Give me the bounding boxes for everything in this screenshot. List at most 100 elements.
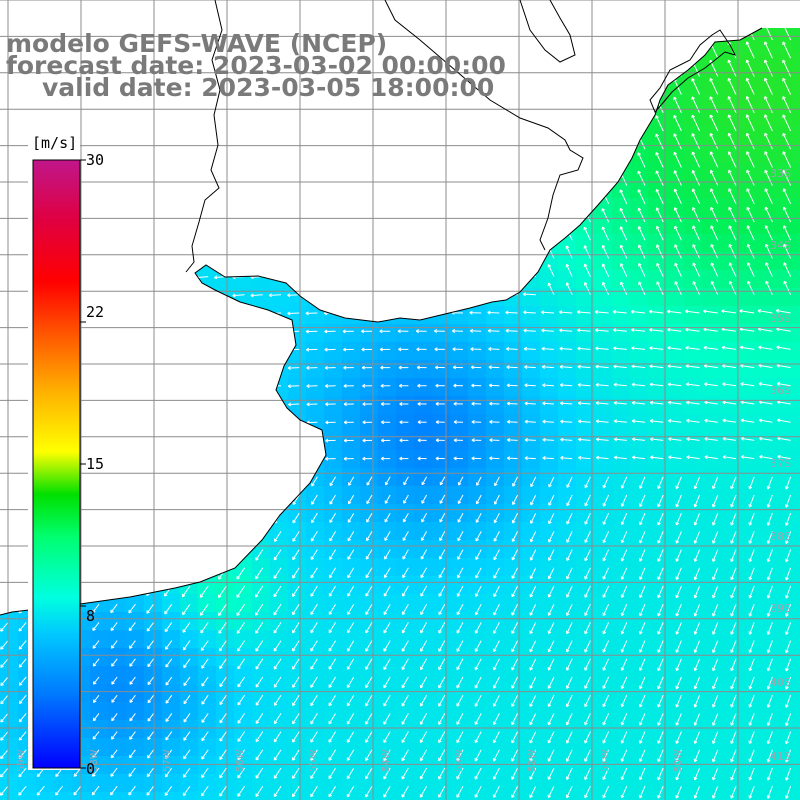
wind-speed-cell bbox=[702, 702, 721, 721]
wind-arrow bbox=[703, 310, 718, 314]
wind-arrow bbox=[511, 622, 519, 634]
wind-arrow-head bbox=[783, 280, 788, 285]
wind-arrow bbox=[476, 494, 482, 505]
wind-arrow-head bbox=[343, 347, 347, 352]
wind-speed-cell bbox=[774, 720, 793, 739]
wind-arrow-head bbox=[559, 346, 563, 351]
wind-speed-cell bbox=[306, 630, 325, 649]
wind-arrow-head bbox=[255, 612, 259, 616]
wind-arrow bbox=[674, 244, 682, 259]
wind-arrow-head bbox=[704, 400, 708, 405]
wind-speed-cell bbox=[468, 522, 487, 541]
wind-arrow-head bbox=[730, 631, 734, 635]
wind-arrow-head bbox=[347, 593, 351, 597]
wind-arrow bbox=[710, 225, 719, 241]
wind-arrow-head bbox=[474, 630, 479, 634]
wind-arrow bbox=[512, 512, 519, 524]
wind-arrow-head bbox=[325, 402, 329, 407]
wind-speed-cell bbox=[774, 342, 793, 361]
wind-speed-cell bbox=[450, 684, 469, 703]
wind-arrow bbox=[631, 365, 646, 369]
wind-speed-cell bbox=[180, 648, 199, 667]
wind-arrow-head bbox=[782, 169, 787, 174]
wind-arrow bbox=[785, 604, 792, 617]
wind-arrow-head bbox=[631, 419, 636, 424]
wind-arrow bbox=[92, 640, 100, 649]
wind-speed-cell bbox=[648, 594, 667, 613]
wind-speed-cell bbox=[666, 612, 685, 631]
wind-arrow bbox=[384, 531, 391, 541]
wind-arrow-head bbox=[709, 114, 714, 119]
wind-speed-cell bbox=[666, 270, 685, 289]
wind-arrow-head bbox=[655, 188, 660, 193]
wind-speed-cell bbox=[720, 288, 739, 307]
wind-arrow bbox=[694, 476, 701, 489]
wind-arrow-head bbox=[765, 280, 769, 285]
wind-speed-cell bbox=[90, 720, 109, 739]
wind-arrow-head bbox=[596, 455, 600, 460]
wind-speed-cell bbox=[216, 720, 235, 739]
wind-arrow-head bbox=[324, 384, 329, 388]
wind-arrow bbox=[566, 585, 573, 598]
wind-arrow bbox=[365, 585, 373, 597]
wind-arrow-head bbox=[110, 645, 115, 649]
wind-speed-cell bbox=[252, 792, 271, 800]
wind-arrow-head bbox=[740, 400, 744, 405]
wind-speed-cell bbox=[576, 270, 595, 289]
wind-speed-cell bbox=[288, 756, 307, 775]
wind-arrow bbox=[577, 366, 591, 369]
wind-arrow bbox=[631, 383, 646, 387]
wind-speed-cell bbox=[324, 720, 343, 739]
wind-arrow bbox=[200, 603, 209, 616]
wind-arrow-head bbox=[329, 537, 333, 542]
wind-speed-cell bbox=[270, 594, 289, 613]
wind-arrow-head bbox=[685, 382, 690, 387]
wind-speed-cell bbox=[432, 360, 451, 379]
wind-speed-cell bbox=[594, 504, 613, 523]
wind-arrow-head bbox=[686, 400, 690, 405]
wind-arrow bbox=[329, 476, 337, 486]
wind-arrow bbox=[146, 603, 155, 614]
wind-speed-cell bbox=[0, 738, 19, 757]
wind-arrow bbox=[493, 549, 500, 560]
wind-arrow bbox=[310, 622, 318, 634]
wind-arrow bbox=[92, 603, 100, 613]
wind-speed-cell bbox=[576, 666, 595, 685]
wind-arrow-head bbox=[727, 114, 732, 118]
wind-speed-cell bbox=[756, 28, 775, 37]
wind-speed-cell bbox=[378, 666, 397, 685]
wind-speed-cell bbox=[612, 738, 631, 757]
wind-arrow-head bbox=[474, 593, 479, 597]
wind-speed-cell bbox=[540, 504, 559, 523]
wind-arrow bbox=[758, 328, 773, 332]
wind-arrow bbox=[595, 329, 609, 332]
wind-arrow-head bbox=[657, 612, 661, 617]
wind-speed-cell bbox=[90, 738, 109, 757]
wind-arrow-head bbox=[757, 309, 761, 313]
wind-speed-cell bbox=[270, 666, 289, 685]
wind-arrow-head bbox=[329, 519, 333, 523]
wind-arrow-head bbox=[489, 419, 493, 424]
wind-arrow bbox=[548, 603, 555, 616]
wind-arrow bbox=[782, 133, 792, 150]
wind-arrow bbox=[365, 567, 373, 578]
wind-arrow-head bbox=[745, 96, 750, 100]
wind-speed-cell bbox=[486, 450, 505, 469]
wind-arrow bbox=[783, 225, 792, 241]
wind-speed-cell bbox=[540, 432, 559, 451]
wind-speed-cell bbox=[396, 504, 415, 523]
wind-arrow-head bbox=[343, 402, 347, 407]
wind-arrow-head bbox=[506, 401, 511, 406]
wind-speed-cell bbox=[630, 558, 649, 577]
wind-speed-cell bbox=[162, 756, 181, 775]
wind-arrow-head bbox=[759, 454, 763, 459]
wind-speed-cell bbox=[126, 774, 145, 793]
wind-arrow bbox=[620, 226, 628, 241]
wind-arrow bbox=[530, 531, 537, 542]
wind-arrow-head bbox=[710, 243, 715, 248]
wind-speed-cell bbox=[486, 702, 505, 721]
wind-speed-cell bbox=[360, 594, 379, 613]
wind-speed-cell bbox=[522, 504, 541, 523]
wind-arrow-head bbox=[748, 558, 753, 563]
wind-speed-cell bbox=[378, 432, 397, 451]
